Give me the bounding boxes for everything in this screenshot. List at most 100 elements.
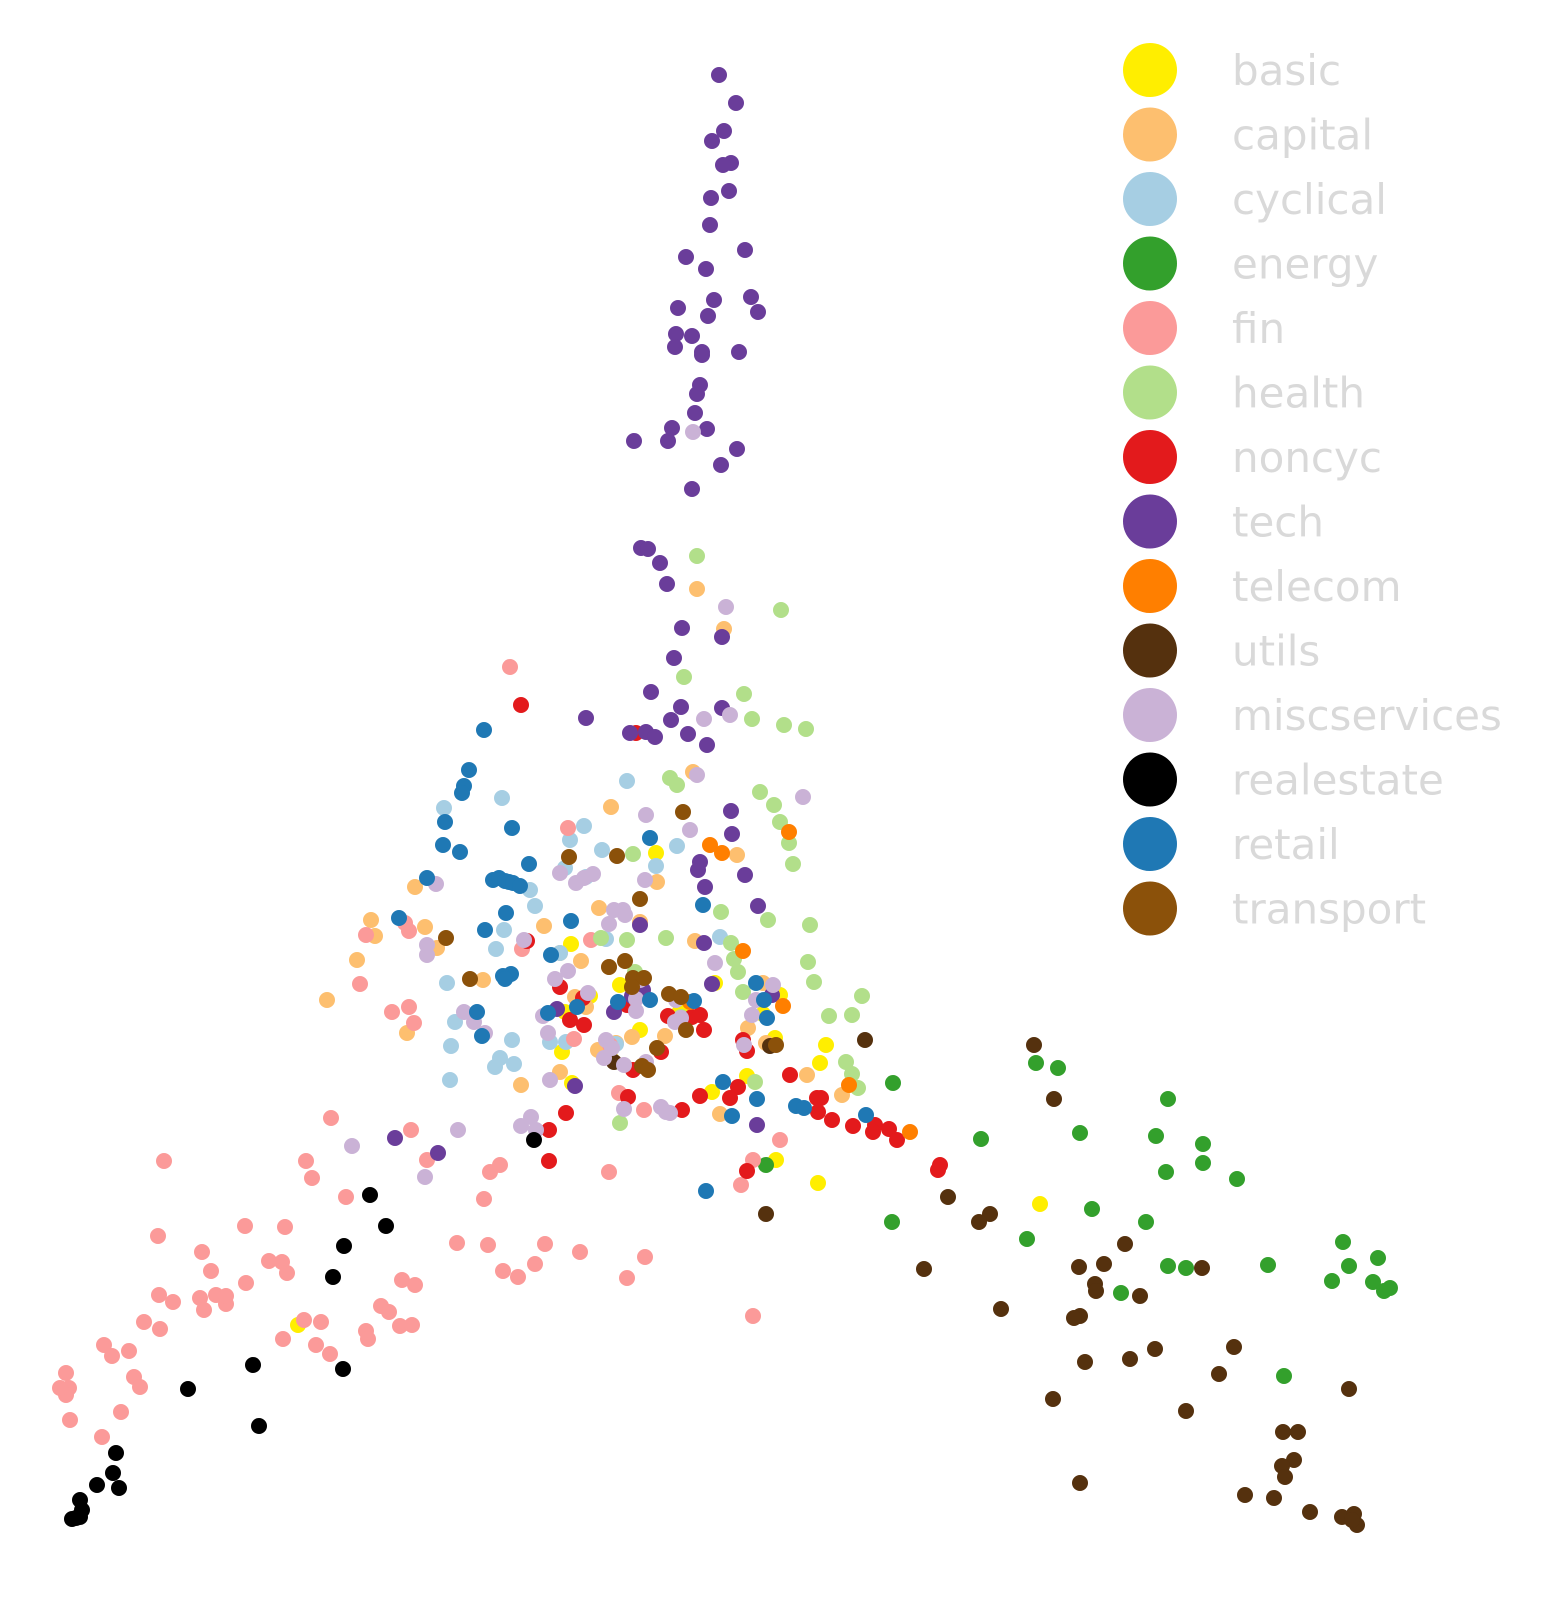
point-fin (358, 927, 374, 943)
point-retail (454, 785, 470, 801)
point-noncyc (674, 1102, 690, 1118)
point-cyclical (439, 975, 455, 991)
point-utils (1277, 1469, 1293, 1485)
legend-label: energy (1232, 240, 1378, 289)
legend-item-cyclical: cyclical (1123, 172, 1387, 226)
legend-marker (1123, 752, 1177, 807)
point-capital (799, 1067, 815, 1083)
point-tech (666, 650, 682, 666)
point-health (713, 904, 729, 920)
point-retail (610, 994, 626, 1010)
point-tech (702, 217, 718, 233)
point-cyclical (488, 941, 504, 957)
point-fin (360, 1331, 376, 1347)
point-energy (1158, 1164, 1174, 1180)
series-tech (387, 67, 780, 1161)
point-utils (857, 1032, 873, 1048)
point-miscservices (689, 767, 705, 783)
point-noncyc (696, 1022, 712, 1038)
point-tech (696, 935, 712, 951)
point-health (676, 669, 692, 685)
point-telecom (702, 837, 718, 853)
legend-item-telecom: telecom (1123, 559, 1402, 613)
point-fin (601, 1164, 617, 1180)
point-retail (504, 820, 520, 836)
point-miscservices (685, 424, 701, 440)
point-capital (319, 992, 335, 1008)
point-miscservices (765, 977, 781, 993)
point-health (752, 784, 768, 800)
point-fin (527, 1256, 543, 1272)
point-realestate (180, 1381, 196, 1397)
point-miscservices (513, 1118, 529, 1134)
point-retail (391, 910, 407, 926)
point-retail (642, 830, 658, 846)
point-miscservices (456, 1004, 472, 1020)
point-cyclical (527, 898, 543, 914)
point-retail (715, 1074, 731, 1090)
point-utils (1117, 1236, 1133, 1252)
point-fin (733, 1177, 749, 1193)
point-capital (417, 919, 433, 935)
legend-item-retail: retail (1123, 817, 1340, 871)
point-energy (1341, 1258, 1357, 1274)
point-basic (818, 1037, 834, 1053)
point-noncyc (889, 1132, 905, 1148)
point-fin (403, 1122, 419, 1138)
point-transport (438, 930, 454, 946)
point-fin (392, 1318, 408, 1334)
point-retail (543, 947, 559, 963)
point-energy (1276, 1368, 1292, 1384)
point-fin (572, 1244, 588, 1260)
point-noncyc (782, 1067, 798, 1083)
point-tech (687, 405, 703, 421)
point-retail (435, 837, 451, 853)
point-tech (664, 420, 680, 436)
point-telecom (735, 943, 751, 959)
point-realestate (325, 1269, 341, 1285)
point-retail (569, 999, 585, 1015)
point-utils (1072, 1475, 1088, 1491)
point-fin (165, 1294, 181, 1310)
legend-marker (1123, 430, 1177, 484)
point-fin (449, 1235, 465, 1251)
point-energy (1050, 1060, 1066, 1076)
point-fin (745, 1308, 761, 1324)
point-tech (684, 328, 700, 344)
point-fin (404, 1317, 420, 1333)
point-retail (540, 1005, 556, 1021)
point-utils (1096, 1256, 1112, 1272)
point-tech (716, 123, 732, 139)
point-realestate (111, 1480, 127, 1496)
point-tech (724, 826, 740, 842)
point-fin (537, 1236, 553, 1252)
point-tech (674, 620, 690, 636)
point-tech (723, 803, 739, 819)
point-miscservices (722, 707, 738, 723)
point-noncyc (845, 1118, 861, 1134)
point-tech (640, 541, 656, 557)
point-utils (1302, 1504, 1318, 1520)
point-tech (713, 457, 729, 473)
point-cyclical (494, 790, 510, 806)
point-retail (756, 992, 772, 1008)
point-noncyc (541, 1122, 557, 1138)
point-energy (1178, 1260, 1194, 1276)
point-energy (884, 1214, 900, 1230)
point-realestate (108, 1445, 124, 1461)
point-telecom (781, 824, 797, 840)
point-capital (475, 972, 491, 988)
point-miscservices (596, 1050, 612, 1066)
point-basic (563, 936, 579, 952)
point-miscservices (637, 872, 653, 888)
points-layer (52, 67, 1398, 1533)
point-miscservices (638, 807, 654, 823)
legend-label: transport (1232, 885, 1426, 934)
point-miscservices (601, 916, 617, 932)
point-miscservices (585, 866, 601, 882)
point-energy (1195, 1155, 1211, 1171)
point-energy (1019, 1231, 1035, 1247)
legend-marker (1123, 623, 1177, 678)
point-noncyc (692, 1007, 708, 1023)
point-retail (858, 1107, 874, 1123)
